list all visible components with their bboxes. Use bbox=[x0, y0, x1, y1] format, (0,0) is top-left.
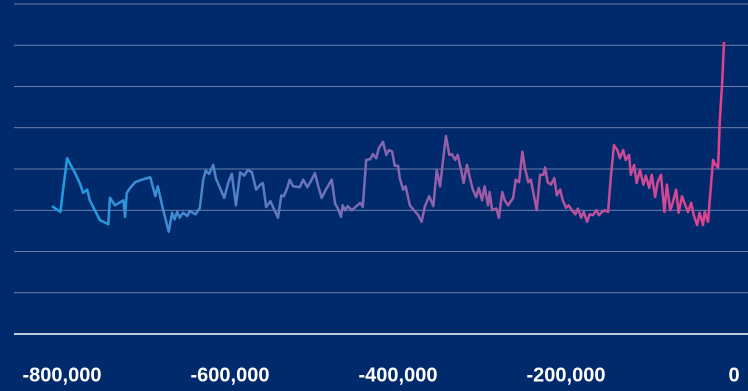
x-tick-label: -600,000 bbox=[191, 364, 270, 386]
x-tick-label: -400,000 bbox=[359, 364, 438, 386]
x-tick-label: -200,000 bbox=[527, 364, 606, 386]
x-tick-label: -800,000 bbox=[23, 364, 102, 386]
data-line bbox=[51, 41, 726, 233]
x-tick-label: 0 bbox=[728, 364, 739, 386]
